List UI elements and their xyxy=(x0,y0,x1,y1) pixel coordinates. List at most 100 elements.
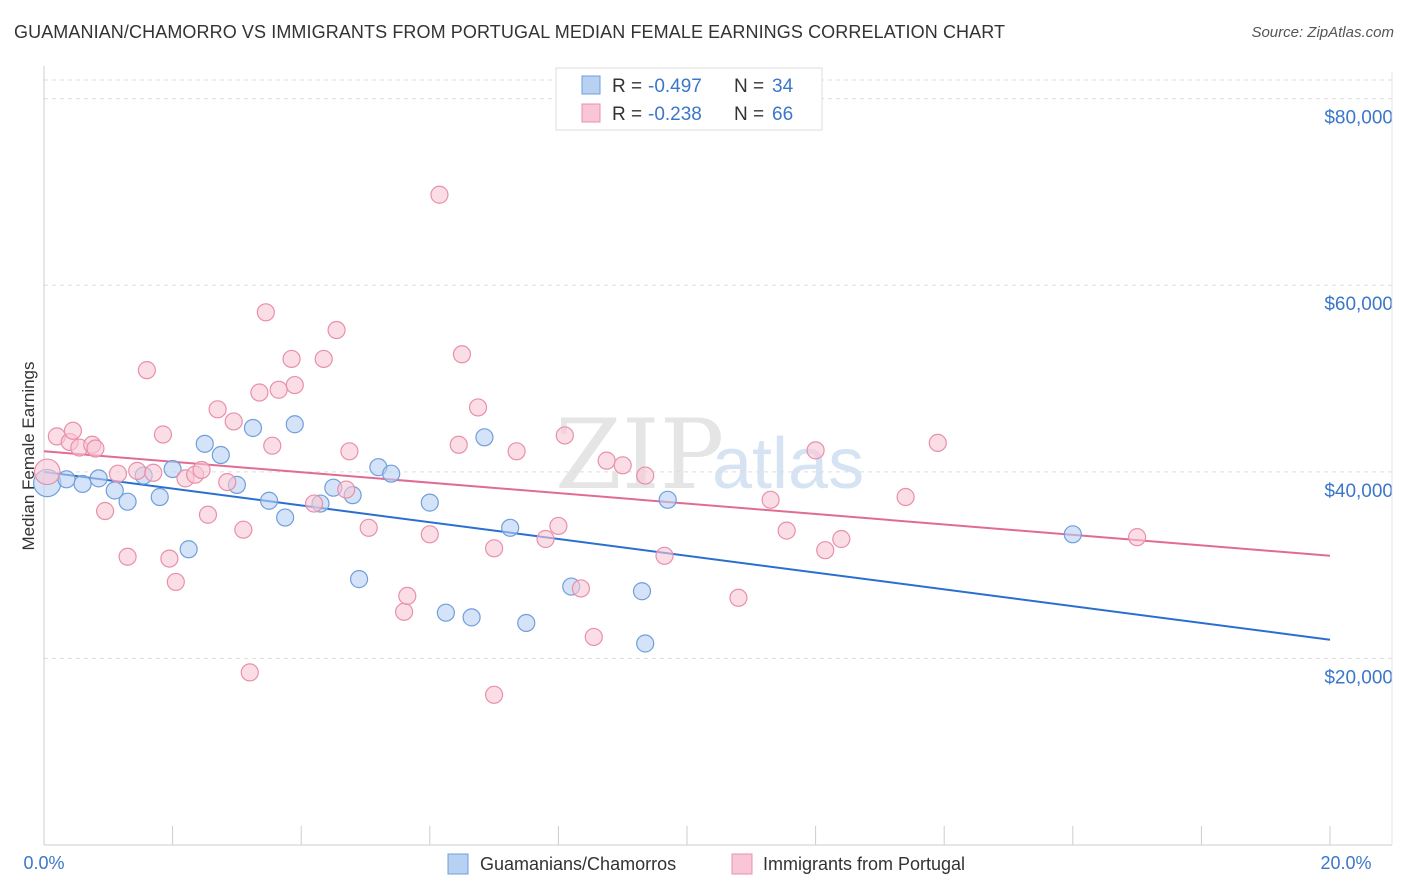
data-point-blue-20 xyxy=(349,570,369,589)
data-point-pink-54 xyxy=(636,466,655,485)
bottom-legend-swatch-pink xyxy=(731,853,753,875)
data-point-pink-43 xyxy=(468,398,488,417)
data-point-blue-1 xyxy=(57,470,76,489)
data-point-pink-55 xyxy=(655,546,674,565)
data-point-blue-11 xyxy=(211,445,230,465)
data-point-blue-27 xyxy=(501,518,520,537)
data-point-blue-16 xyxy=(285,415,304,434)
data-point-pink-12 xyxy=(144,463,163,482)
legend-swatch-blue xyxy=(581,75,601,95)
gridlines xyxy=(44,79,1392,659)
trend-line-pink xyxy=(43,450,1331,557)
bottom-legend-label-blue: Guamanians/Chamorros xyxy=(480,854,676,874)
data-point-blue-10 xyxy=(195,434,214,453)
data-point-blue-23 xyxy=(420,493,439,512)
data-point-pink-48 xyxy=(549,516,568,536)
data-point-pink-39 xyxy=(420,525,439,544)
data-point-pink-57 xyxy=(761,490,780,509)
y-tick-label-2: $60,000 xyxy=(1324,294,1393,315)
data-point-pink-63 xyxy=(928,433,947,453)
data-point-pink-64 xyxy=(1127,528,1147,547)
source-label[interactable]: Source: ZipAtlas.com xyxy=(1251,24,1394,41)
data-point-pink-42 xyxy=(452,345,472,364)
data-point-pink-6 xyxy=(86,439,105,458)
data-point-pink-3 xyxy=(63,421,83,440)
data-point-blue-28 xyxy=(517,613,536,633)
data-point-blue-8 xyxy=(163,459,182,479)
bottom-legend: Guamanians/Chamorros Immigrants from Por… xyxy=(447,853,965,875)
data-point-pink-56 xyxy=(729,588,748,607)
y-axis-title: Median Female Earnings xyxy=(19,362,38,551)
data-point-blue-32 xyxy=(658,490,677,509)
legend-r-value-pink: -0.238 xyxy=(648,104,702,125)
data-point-pink-18 xyxy=(192,460,211,480)
data-point-blue-2 xyxy=(73,474,92,494)
data-point-pink-62 xyxy=(896,487,915,507)
y-tick-label-0: $20,000 xyxy=(1324,667,1393,688)
data-point-pink-35 xyxy=(340,442,359,461)
data-point-pink-38 xyxy=(398,586,417,606)
axes: $20,000 $40,000 $60,000 $80,000 xyxy=(43,66,1393,846)
trend-lines xyxy=(43,450,1331,641)
data-point-blue-33 xyxy=(1063,525,1082,544)
legend-n-label-pink: N = xyxy=(734,104,764,125)
data-point-pink-51 xyxy=(584,627,603,647)
data-point-pink-50 xyxy=(571,579,591,598)
x-tick-label-max: 20.0% xyxy=(1320,853,1371,873)
data-point-pink-11 xyxy=(137,361,156,380)
data-point-pink-32 xyxy=(314,349,333,369)
data-point-pink-19 xyxy=(198,505,218,524)
data-point-blue-24 xyxy=(436,603,455,622)
data-point-blue-9 xyxy=(179,540,198,559)
data-point-pink-37 xyxy=(394,602,414,621)
watermark-atlas: atlas xyxy=(712,424,864,504)
data-point-blue-5 xyxy=(118,492,137,511)
data-point-pink-7 xyxy=(95,501,115,521)
data-point-pink-10 xyxy=(128,461,147,480)
data-point-pink-60 xyxy=(816,541,835,560)
data-point-pink-36 xyxy=(359,518,378,537)
data-point-pink-53 xyxy=(613,456,632,475)
legend-swatch-pink xyxy=(581,103,601,123)
data-point-pink-8 xyxy=(108,464,128,483)
data-point-pink-44 xyxy=(485,539,504,558)
data-point-pink-49 xyxy=(555,426,574,445)
data-point-pink-20 xyxy=(208,400,227,419)
data-point-pink-22 xyxy=(224,412,243,431)
data-point-pink-30 xyxy=(285,375,304,395)
data-point-pink-52 xyxy=(597,451,616,470)
data-point-pink-0 xyxy=(33,458,61,486)
data-point-pink-34 xyxy=(337,480,356,499)
legend-n-value-pink: 66 xyxy=(772,104,793,125)
data-points xyxy=(33,185,1147,704)
data-point-blue-22 xyxy=(382,464,401,483)
y-tick-label-3: $80,000 xyxy=(1324,108,1393,129)
data-point-pink-9 xyxy=(118,547,137,566)
data-point-pink-15 xyxy=(166,572,185,592)
data-point-blue-7 xyxy=(150,487,169,507)
data-point-pink-61 xyxy=(832,529,851,549)
data-point-blue-26 xyxy=(475,428,494,447)
data-point-pink-26 xyxy=(256,303,275,322)
chart-title: GUAMANIAN/CHAMORRO VS IMMIGRANTS FROM PO… xyxy=(14,22,1006,42)
watermark-zip: ZIP xyxy=(555,399,724,511)
data-point-pink-23 xyxy=(234,520,253,539)
data-point-blue-15 xyxy=(276,508,295,527)
data-point-pink-47 xyxy=(536,529,555,549)
data-point-blue-25 xyxy=(462,608,481,627)
data-point-pink-14 xyxy=(160,549,179,568)
data-point-pink-45 xyxy=(485,685,504,704)
data-point-pink-13 xyxy=(153,425,173,444)
bottom-legend-swatch-blue xyxy=(447,853,469,875)
y-tick-label-1: $40,000 xyxy=(1324,481,1393,502)
data-point-pink-41 xyxy=(449,435,468,454)
data-point-blue-3 xyxy=(89,469,108,488)
data-point-pink-25 xyxy=(250,383,269,402)
data-point-pink-27 xyxy=(263,436,282,455)
data-point-blue-13 xyxy=(243,418,263,438)
legend-r-value-blue: -0.497 xyxy=(648,76,702,97)
bottom-legend-label-pink: Immigrants from Portugal xyxy=(763,854,965,874)
data-point-pink-28 xyxy=(269,380,288,399)
legend-n-label-blue: N = xyxy=(734,76,764,97)
